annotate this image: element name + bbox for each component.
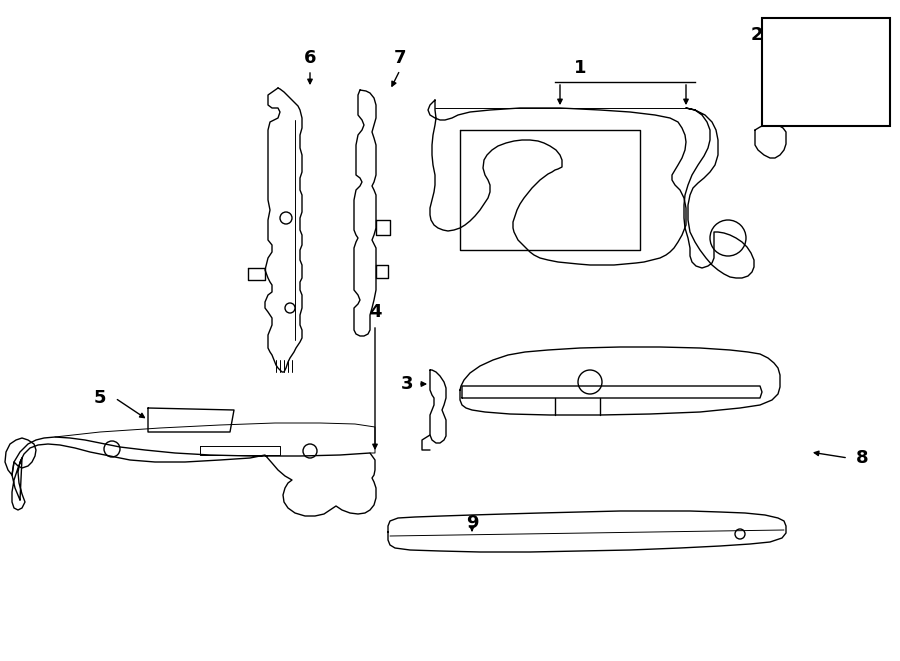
Text: 8: 8	[856, 449, 868, 467]
Text: 5: 5	[94, 389, 106, 407]
Text: 9: 9	[466, 514, 478, 532]
Text: 1: 1	[574, 59, 586, 77]
Text: 2: 2	[751, 26, 763, 44]
Text: 3: 3	[400, 375, 413, 393]
Text: 4: 4	[369, 303, 382, 321]
Text: 7: 7	[394, 49, 406, 67]
Text: 6: 6	[304, 49, 316, 67]
Bar	[762, 18, 890, 126]
